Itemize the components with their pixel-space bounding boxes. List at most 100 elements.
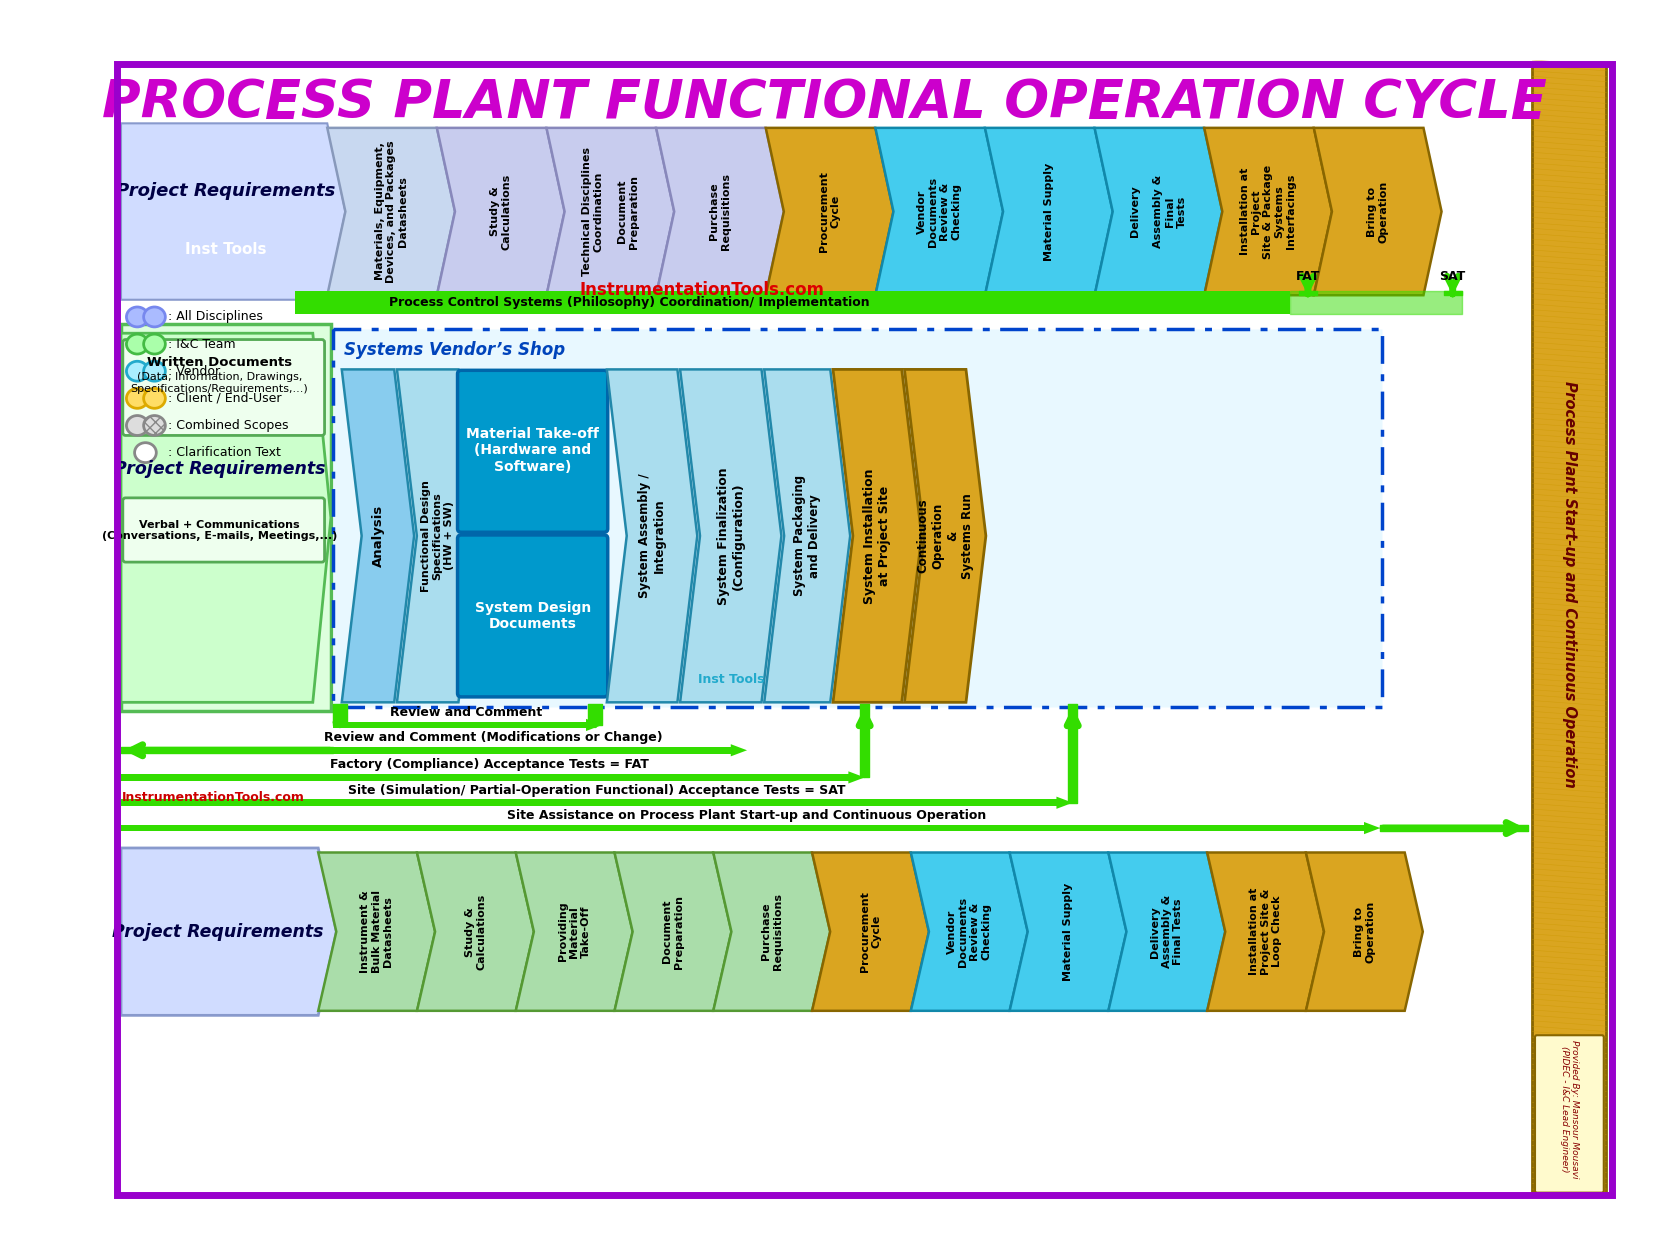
Polygon shape	[586, 719, 603, 731]
Text: Study &
Calculations: Study & Calculations	[490, 174, 511, 249]
Ellipse shape	[126, 334, 148, 354]
Ellipse shape	[144, 307, 166, 327]
Ellipse shape	[126, 307, 148, 327]
Text: : Clarification Text: : Clarification Text	[168, 446, 281, 460]
Ellipse shape	[126, 415, 148, 436]
Polygon shape	[1313, 128, 1441, 295]
Polygon shape	[319, 852, 435, 1011]
Text: Purchase
Requisitions: Purchase Requisitions	[760, 893, 782, 971]
Polygon shape	[121, 123, 345, 300]
Text: Procurement
Cycle: Procurement Cycle	[818, 171, 840, 252]
Ellipse shape	[144, 334, 166, 354]
Text: Site (Simulation/ Partial-Operation Functional) Acceptance Tests = SAT: Site (Simulation/ Partial-Operation Func…	[349, 783, 845, 797]
Text: Provided By: Mansour Mousavi
(PIDEC - I&C Lead Engineer): Provided By: Mansour Mousavi (PIDEC - I&…	[1560, 1040, 1579, 1178]
FancyBboxPatch shape	[121, 774, 852, 781]
Polygon shape	[1306, 852, 1423, 1011]
FancyBboxPatch shape	[123, 340, 325, 436]
Polygon shape	[1109, 852, 1225, 1011]
Polygon shape	[730, 744, 747, 757]
Text: Material Supply: Material Supply	[1062, 883, 1072, 981]
Polygon shape	[121, 849, 337, 1015]
Ellipse shape	[144, 361, 166, 381]
Polygon shape	[911, 852, 1028, 1011]
Text: Material Supply: Material Supply	[1044, 162, 1054, 261]
Text: Verbal + Communications
(Conversations, E-mails, Meetings,...): Verbal + Communications (Conversations, …	[101, 520, 337, 541]
Polygon shape	[1207, 852, 1325, 1011]
Text: Review and Comment: Review and Comment	[390, 706, 543, 719]
Text: : Client / End-User: : Client / End-User	[168, 392, 282, 405]
Polygon shape	[1204, 128, 1331, 295]
Text: Material Take-off
(Hardware and
Software): Material Take-off (Hardware and Software…	[466, 427, 599, 473]
Polygon shape	[121, 334, 330, 703]
Polygon shape	[984, 128, 1112, 295]
Text: System Packaging
and Delivery: System Packaging and Delivery	[793, 476, 822, 597]
Text: System Finalization
(Configuration): System Finalization (Configuration)	[717, 467, 745, 604]
FancyBboxPatch shape	[332, 747, 734, 754]
FancyBboxPatch shape	[458, 370, 608, 533]
Ellipse shape	[144, 389, 166, 408]
Text: : All Disciplines: : All Disciplines	[168, 311, 262, 324]
Polygon shape	[848, 772, 865, 783]
Ellipse shape	[134, 443, 156, 462]
Text: Project Requirements: Project Requirements	[115, 460, 325, 478]
Text: Functional Design
Specifications
(HW + SW): Functional Design Specifications (HW + S…	[422, 480, 455, 592]
FancyBboxPatch shape	[458, 535, 608, 697]
Text: Delivery

Assembly &
Final
Tests: Delivery Assembly & Final Tests	[1130, 175, 1187, 248]
FancyBboxPatch shape	[121, 799, 1059, 806]
Text: Project Requirements: Project Requirements	[113, 923, 324, 940]
Text: System Installation
at Project Site: System Installation at Project Site	[863, 468, 891, 603]
Text: InstrumentationTools.com: InstrumentationTools.com	[121, 791, 305, 803]
Text: System Design
Documents: System Design Documents	[475, 601, 591, 631]
Text: System Assembly /
Integration: System Assembly / Integration	[637, 473, 666, 598]
FancyBboxPatch shape	[332, 721, 589, 729]
Polygon shape	[1009, 852, 1127, 1011]
Polygon shape	[1365, 822, 1381, 835]
Text: Project Requirements: Project Requirements	[116, 183, 335, 200]
FancyBboxPatch shape	[1532, 64, 1607, 1195]
Text: Analysis: Analysis	[372, 505, 385, 567]
Text: : Combined Scopes: : Combined Scopes	[168, 419, 289, 432]
Text: Written Documents: Written Documents	[148, 356, 292, 369]
Text: Technical Disciplines
Coordination

Document
Preparation: Technical Disciplines Coordination Docum…	[583, 147, 639, 276]
Text: Factory (Compliance) Acceptance Tests = FAT: Factory (Compliance) Acceptance Tests = …	[330, 758, 649, 772]
Text: Bring to
Operation: Bring to Operation	[1366, 180, 1388, 243]
Text: InstrumentationTools.com: InstrumentationTools.com	[579, 281, 825, 298]
FancyBboxPatch shape	[332, 329, 1383, 706]
Polygon shape	[681, 369, 782, 703]
Text: Materials, Equipment,
Devices, and Packages
Datasheets: Materials, Equipment, Devices, and Packa…	[375, 140, 408, 283]
Text: SAT: SAT	[1439, 271, 1466, 283]
FancyBboxPatch shape	[1536, 1035, 1604, 1192]
Text: Instrument &
Bulk Material
Datasheets: Instrument & Bulk Material Datasheets	[360, 890, 393, 973]
Polygon shape	[656, 128, 784, 295]
Text: FAT: FAT	[1296, 271, 1320, 283]
Ellipse shape	[126, 361, 148, 381]
Text: Providing
Material
Take-Off: Providing Material Take-Off	[558, 901, 591, 962]
Polygon shape	[714, 852, 830, 1011]
Polygon shape	[765, 128, 893, 295]
Polygon shape	[1094, 128, 1222, 295]
Polygon shape	[397, 369, 478, 703]
Text: Document
Preparation: Document Preparation	[662, 895, 684, 968]
FancyBboxPatch shape	[121, 825, 1366, 831]
Text: Delivery
Assembly &
Final Tests: Delivery Assembly & Final Tests	[1150, 895, 1184, 968]
Text: Installation at
Project Site &
Loop Check: Installation at Project Site & Loop Chec…	[1248, 888, 1282, 976]
Text: Review and Comment (Modifications or Change): Review and Comment (Modifications or Cha…	[324, 731, 662, 744]
Polygon shape	[905, 369, 986, 703]
Text: Site Assistance on Process Plant Start-up and Continuous Operation: Site Assistance on Process Plant Start-u…	[508, 810, 986, 822]
Polygon shape	[417, 852, 535, 1011]
Text: Bring to
Operation: Bring to Operation	[1353, 900, 1374, 963]
Text: Process Control Systems (Philosophy) Coordination/ Implementation: Process Control Systems (Philosophy) Coo…	[388, 296, 870, 308]
Text: (Data, Information, Drawings,
Specifications/Requirements,...): (Data, Information, Drawings, Specificat…	[131, 373, 309, 394]
Text: Continuous
Operation
&
Systems Run: Continuous Operation & Systems Run	[916, 494, 974, 579]
Ellipse shape	[144, 415, 166, 436]
Text: Process Plant Start-up and Continuous Operation: Process Plant Start-up and Continuous Op…	[1562, 381, 1577, 788]
Polygon shape	[812, 852, 930, 1011]
Polygon shape	[608, 369, 697, 703]
Text: Study &
Calculations: Study & Calculations	[465, 894, 486, 969]
Polygon shape	[342, 369, 413, 703]
Text: Vendor
Documents
Review &
Checking: Vendor Documents Review & Checking	[946, 896, 991, 967]
FancyBboxPatch shape	[121, 324, 330, 711]
Text: PROCESS PLANT FUNCTIONAL OPERATION CYCLE: PROCESS PLANT FUNCTIONAL OPERATION CYCLE	[101, 78, 1547, 130]
Polygon shape	[833, 369, 921, 703]
Polygon shape	[546, 128, 674, 295]
